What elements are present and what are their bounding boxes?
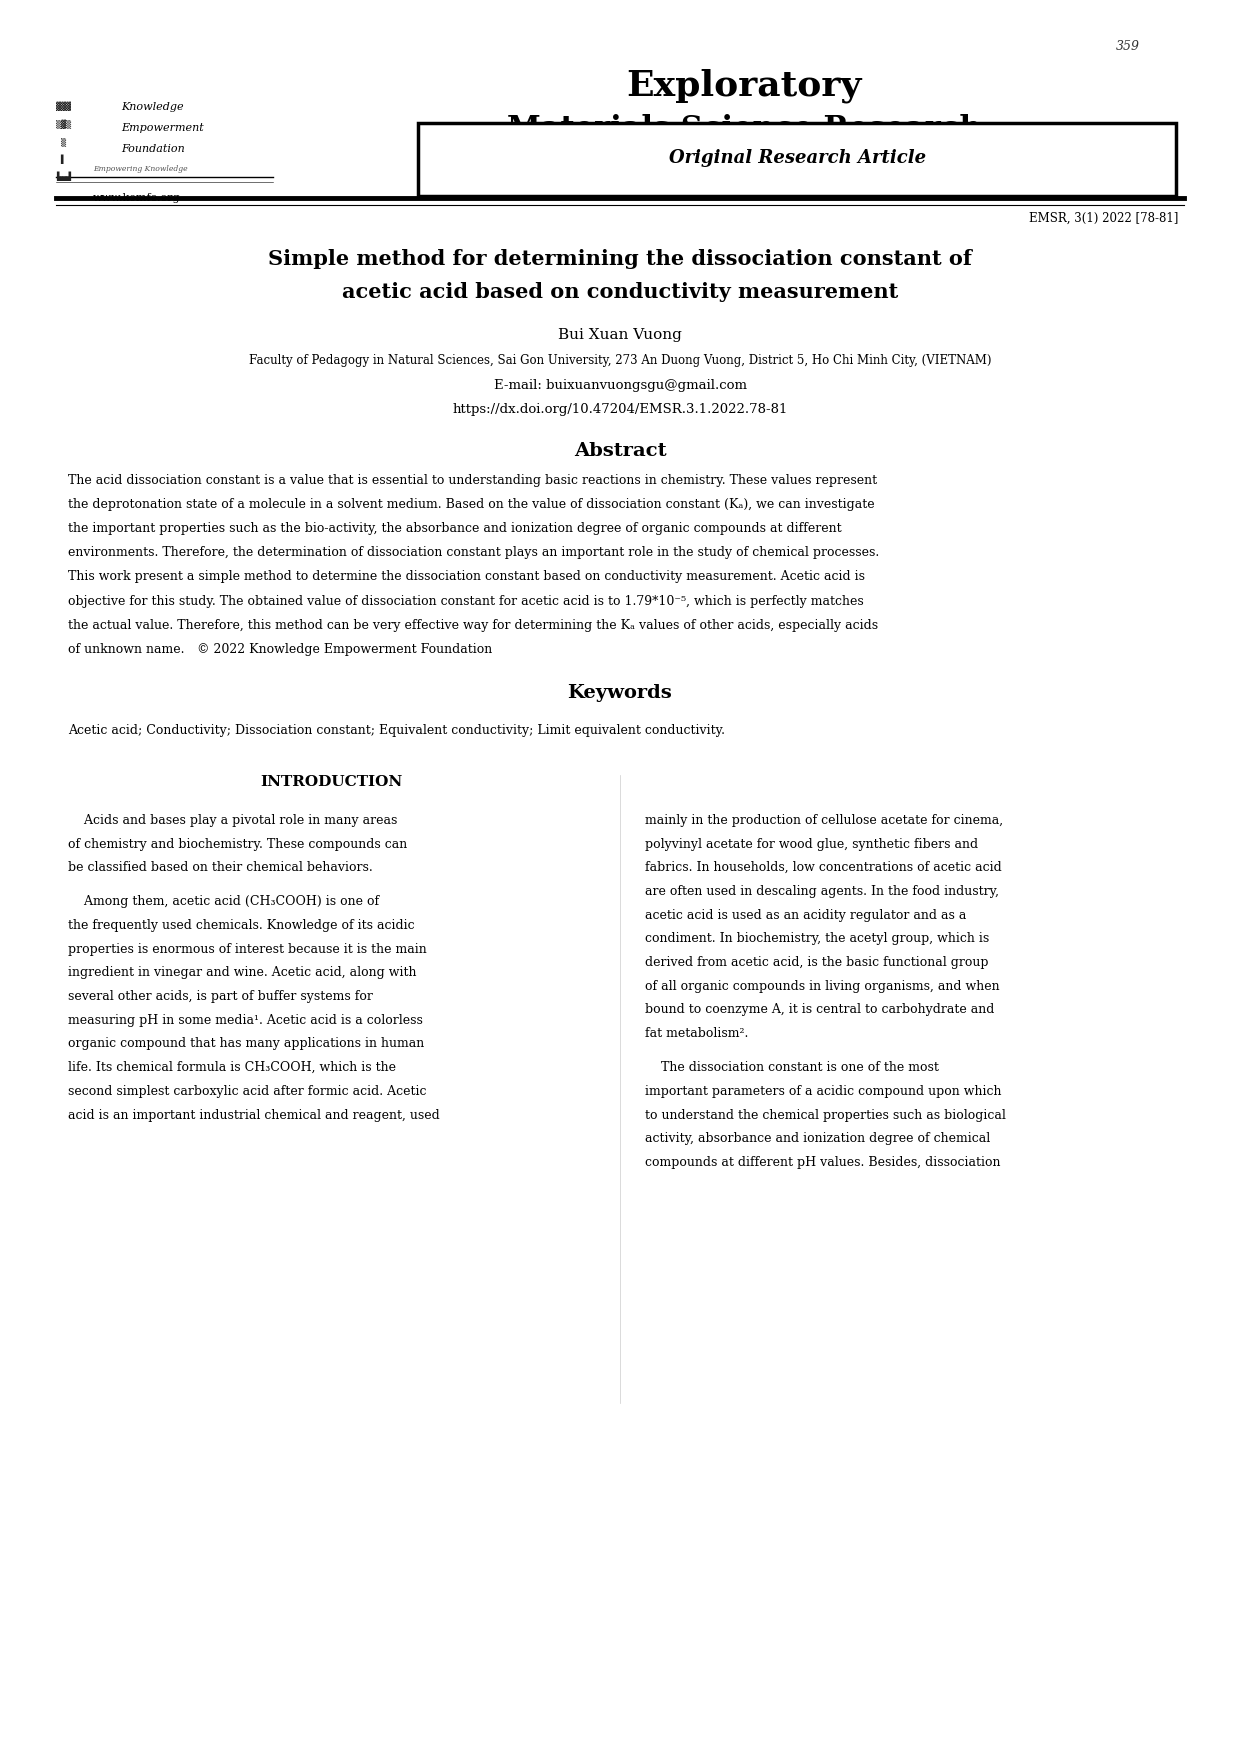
FancyBboxPatch shape xyxy=(418,123,1176,196)
Text: acid is an important industrial chemical and reagent, used: acid is an important industrial chemical… xyxy=(68,1109,440,1121)
Text: ▒: ▒ xyxy=(56,137,71,146)
Text: ▌: ▌ xyxy=(56,154,71,163)
Text: Abstract: Abstract xyxy=(574,442,666,460)
Text: www.kemfo.org: www.kemfo.org xyxy=(93,193,181,203)
Text: acetic acid is used as an acidity regulator and as a: acetic acid is used as an acidity regula… xyxy=(645,909,966,921)
Text: Original Research Article: Original Research Article xyxy=(668,149,926,167)
Text: the deprotonation state of a molecule in a solvent medium. Based on the value of: the deprotonation state of a molecule in… xyxy=(68,498,875,510)
Text: second simplest carboxylic acid after formic acid. Acetic: second simplest carboxylic acid after fo… xyxy=(68,1084,427,1098)
Text: organic compound that has many applications in human: organic compound that has many applicati… xyxy=(68,1037,424,1051)
Text: Acids and bases play a pivotal role in many areas: Acids and bases play a pivotal role in m… xyxy=(68,814,398,826)
Text: INTRODUCTION: INTRODUCTION xyxy=(260,775,403,789)
Text: the actual value. Therefore, this method can be very effective way for determini: the actual value. Therefore, this method… xyxy=(68,619,878,631)
Text: properties is enormous of interest because it is the main: properties is enormous of interest becau… xyxy=(68,944,427,956)
Text: measuring pH in some media¹. Acetic acid is a colorless: measuring pH in some media¹. Acetic acid… xyxy=(68,1014,423,1026)
Text: Keywords: Keywords xyxy=(568,684,672,702)
Text: Knowledge: Knowledge xyxy=(122,102,185,112)
Text: several other acids, is part of buffer systems for: several other acids, is part of buffer s… xyxy=(68,989,373,1003)
Text: 359: 359 xyxy=(1116,40,1140,53)
Text: Among them, acetic acid (CH₃COOH) is one of: Among them, acetic acid (CH₃COOH) is one… xyxy=(68,895,379,909)
Text: Simple method for determining the dissociation constant of: Simple method for determining the dissoc… xyxy=(268,249,972,268)
Text: condiment. In biochemistry, the acetyl group, which is: condiment. In biochemistry, the acetyl g… xyxy=(645,933,990,945)
Text: Faculty of Pedagogy in Natural Sciences, Sai Gon University, 273 An Duong Vuong,: Faculty of Pedagogy in Natural Sciences,… xyxy=(249,354,991,367)
Text: fabrics. In households, low concentrations of acetic acid: fabrics. In households, low concentratio… xyxy=(645,861,1002,873)
Text: acetic acid based on conductivity measurement: acetic acid based on conductivity measur… xyxy=(342,282,898,302)
Text: Materials Science Research: Materials Science Research xyxy=(507,114,981,146)
Text: ingredient in vinegar and wine. Acetic acid, along with: ingredient in vinegar and wine. Acetic a… xyxy=(68,966,417,979)
Text: of chemistry and biochemistry. These compounds can: of chemistry and biochemistry. These com… xyxy=(68,837,408,851)
Text: This work present a simple method to determine the dissociation constant based o: This work present a simple method to det… xyxy=(68,570,866,584)
Text: polyvinyl acetate for wood glue, synthetic fibers and: polyvinyl acetate for wood glue, synthet… xyxy=(645,837,978,851)
Text: the important properties such as the bio-activity, the absorbance and ionization: the important properties such as the bio… xyxy=(68,523,842,535)
Text: be classified based on their chemical behaviors.: be classified based on their chemical be… xyxy=(68,861,373,873)
Text: ▒▓▒: ▒▓▒ xyxy=(56,119,71,128)
Text: fat metabolism².: fat metabolism². xyxy=(645,1026,748,1040)
Text: bound to coenzyme A, it is central to carbohydrate and: bound to coenzyme A, it is central to ca… xyxy=(645,1003,994,1016)
Text: environments. Therefore, the determination of dissociation constant plays an imp: environments. Therefore, the determinati… xyxy=(68,545,879,560)
Text: activity, absorbance and ionization degree of chemical: activity, absorbance and ionization degr… xyxy=(645,1133,990,1145)
Text: to understand the chemical properties such as biological: to understand the chemical properties su… xyxy=(645,1109,1006,1121)
Text: Exploratory: Exploratory xyxy=(626,68,862,103)
Text: of unknown name. © 2022 Knowledge Empowerment Foundation: of unknown name. © 2022 Knowledge Empowe… xyxy=(68,644,492,656)
Text: are often used in descaling agents. In the food industry,: are often used in descaling agents. In t… xyxy=(645,884,998,898)
Text: The dissociation constant is one of the most: The dissociation constant is one of the … xyxy=(645,1061,939,1073)
Text: life. Its chemical formula is CH₃COOH, which is the: life. Its chemical formula is CH₃COOH, w… xyxy=(68,1061,397,1073)
Text: the frequently used chemicals. Knowledge of its acidic: the frequently used chemicals. Knowledge… xyxy=(68,919,415,931)
Text: of all organic compounds in living organisms, and when: of all organic compounds in living organ… xyxy=(645,979,999,993)
Text: important parameters of a acidic compound upon which: important parameters of a acidic compoun… xyxy=(645,1084,1002,1098)
Text: Foundation: Foundation xyxy=(122,144,185,154)
Text: ▓▓▓: ▓▓▓ xyxy=(56,102,71,111)
Text: ▙▄▟: ▙▄▟ xyxy=(56,172,71,181)
Text: derived from acetic acid, is the basic functional group: derived from acetic acid, is the basic f… xyxy=(645,956,988,968)
Text: mainly in the production of cellulose acetate for cinema,: mainly in the production of cellulose ac… xyxy=(645,814,1003,826)
Text: objective for this study. The obtained value of dissociation constant for acetic: objective for this study. The obtained v… xyxy=(68,595,864,607)
Text: Empowering Knowledge: Empowering Knowledge xyxy=(93,165,187,174)
Text: EMSR, 3(1) 2022 [78-81]: EMSR, 3(1) 2022 [78-81] xyxy=(1029,212,1178,225)
Text: The acid dissociation constant is a value that is essential to understanding bas: The acid dissociation constant is a valu… xyxy=(68,474,878,486)
Text: Acetic acid; Conductivity; Dissociation constant; Equivalent conductivity; Limit: Acetic acid; Conductivity; Dissociation … xyxy=(68,724,725,737)
Text: https://dx.doi.org/10.47204/EMSR.3.1.2022.78-81: https://dx.doi.org/10.47204/EMSR.3.1.202… xyxy=(453,403,787,416)
Text: Empowerment: Empowerment xyxy=(122,123,205,133)
Text: Bui Xuan Vuong: Bui Xuan Vuong xyxy=(558,328,682,342)
Text: compounds at different pH values. Besides, dissociation: compounds at different pH values. Beside… xyxy=(645,1156,1001,1168)
Text: E-mail: buixuanvuongsgu@gmail.com: E-mail: buixuanvuongsgu@gmail.com xyxy=(494,379,746,391)
